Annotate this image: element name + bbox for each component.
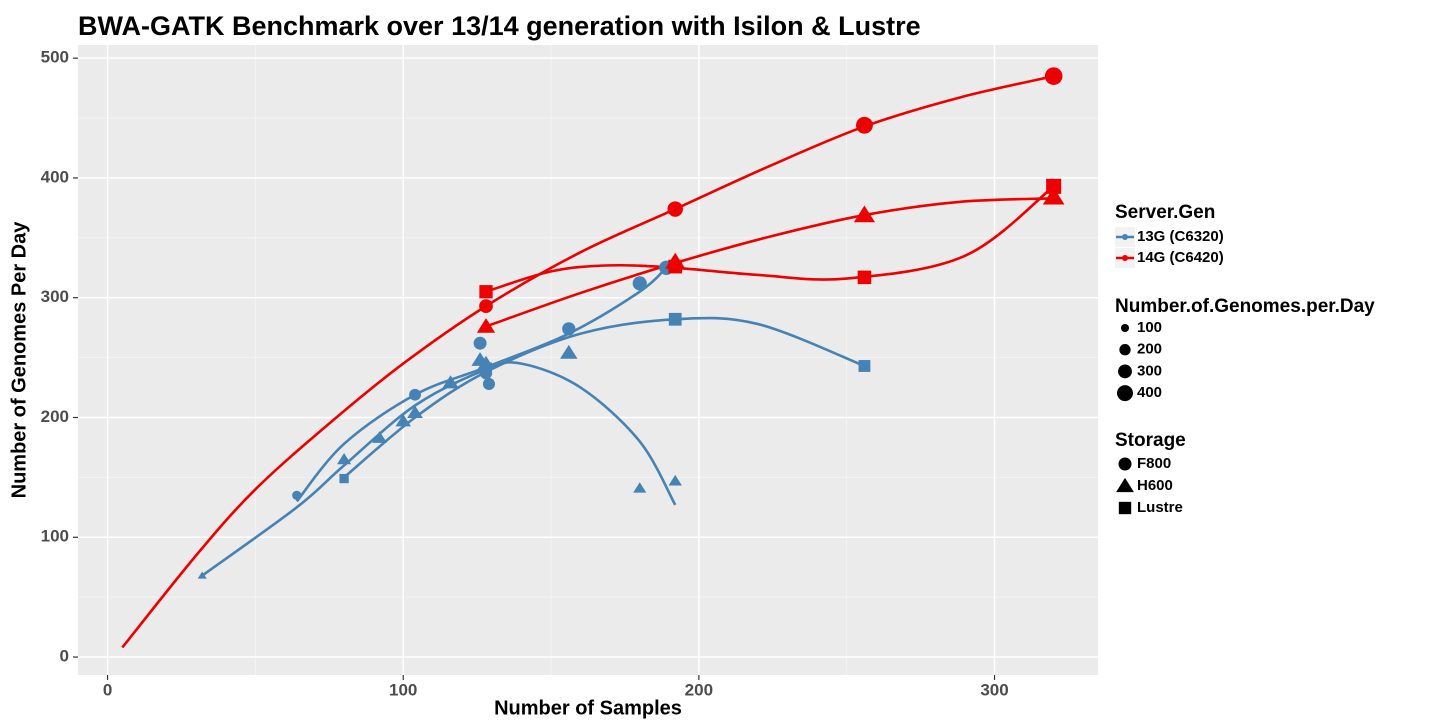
fit-line — [485, 197, 1054, 328]
legend-size-key — [1117, 385, 1133, 402]
point — [858, 360, 871, 372]
y-axis-title: Number of Genomes Per Day — [8, 221, 30, 499]
legend-shape-key — [1116, 477, 1134, 493]
point — [473, 336, 487, 350]
point — [480, 362, 492, 375]
x-tick-label: 0 — [103, 680, 112, 699]
y-tick-label: 500 — [41, 48, 69, 67]
point — [1046, 178, 1062, 194]
y-tick-label: 100 — [41, 527, 69, 546]
legend-label: H600 — [1137, 477, 1173, 494]
point — [482, 377, 495, 390]
point — [476, 318, 496, 333]
point — [668, 259, 683, 274]
legend-shape-key — [1118, 457, 1132, 471]
x-axis-title: Number of Samples — [494, 697, 682, 719]
legend-title: Server.Gen — [1115, 202, 1215, 223]
point — [407, 405, 423, 419]
y-tick-label: 0 — [60, 647, 69, 666]
x-tick-label: 200 — [685, 680, 713, 699]
legend-label: 200 — [1137, 341, 1162, 358]
legend-size-key — [1119, 344, 1131, 356]
point — [560, 344, 578, 359]
point — [197, 571, 207, 579]
y-tick-label: 300 — [41, 287, 69, 306]
point — [857, 270, 872, 285]
legend-label: 300 — [1137, 362, 1162, 379]
legend-point — [1122, 255, 1128, 261]
point — [667, 201, 683, 217]
fit-line — [485, 185, 1055, 293]
point — [337, 452, 352, 465]
legend-label: 14G (C6420) — [1137, 249, 1224, 266]
point — [479, 299, 493, 313]
legend-size-key — [1121, 324, 1129, 332]
point — [633, 482, 647, 493]
plot-panel — [78, 45, 1098, 675]
point — [1044, 67, 1063, 85]
x-tick-label: 300 — [980, 680, 1008, 699]
point — [409, 388, 421, 401]
point — [292, 490, 302, 500]
point — [479, 285, 493, 299]
point — [856, 116, 873, 134]
legend-shape-key — [1118, 501, 1132, 515]
point — [853, 205, 875, 223]
chart-title: BWA-GATK Benchmark over 13/14 generation… — [78, 11, 921, 41]
point — [668, 312, 682, 326]
point — [562, 322, 576, 336]
point — [442, 375, 459, 389]
point — [395, 414, 411, 427]
legend-size-key — [1118, 364, 1132, 379]
point — [668, 474, 682, 486]
legend-label: F800 — [1137, 455, 1171, 472]
legend-label: 400 — [1137, 384, 1162, 401]
legend-label: 13G (C6320) — [1137, 228, 1224, 245]
y-tick-label: 200 — [41, 407, 69, 426]
legend-label: Lustre — [1137, 499, 1183, 516]
point — [339, 473, 349, 484]
legend-title: Number.of.Genomes.per.Day — [1115, 296, 1375, 317]
legend-point — [1122, 234, 1128, 240]
point — [632, 276, 647, 291]
y-tick-label: 400 — [41, 167, 69, 186]
legend-title: Storage — [1115, 430, 1186, 451]
x-tick-label: 100 — [389, 680, 417, 699]
legend-label: 100 — [1137, 319, 1162, 336]
point — [372, 431, 388, 443]
point — [1042, 187, 1065, 205]
